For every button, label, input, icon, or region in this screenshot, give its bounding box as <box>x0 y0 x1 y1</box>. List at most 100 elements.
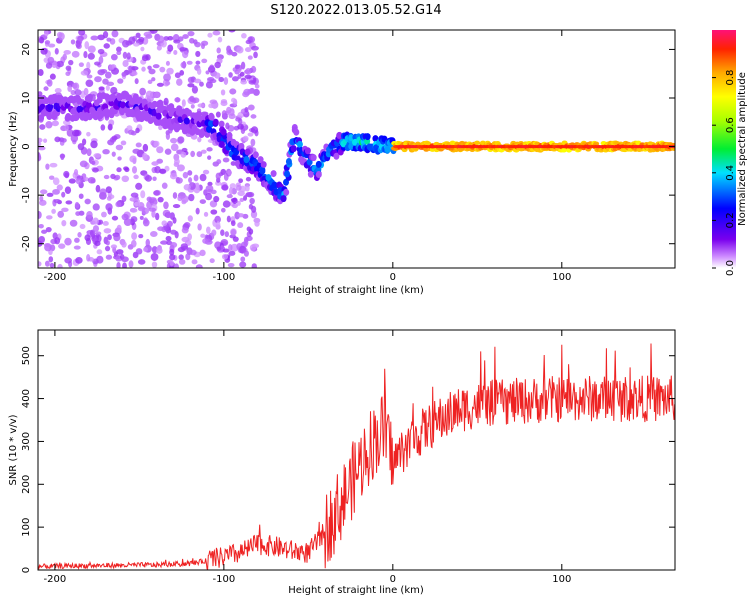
heatmap-cell <box>116 167 122 173</box>
heatmap-cell <box>43 30 49 37</box>
heatmap-cell <box>560 148 567 153</box>
heatmap-cell <box>45 163 50 170</box>
snr-frame <box>37 329 676 571</box>
heatmap-cell <box>86 254 91 262</box>
heatmap-cell <box>111 30 119 38</box>
heatmap-cell <box>170 137 178 144</box>
heatmap-cell <box>161 182 168 189</box>
heatmap-cell <box>307 170 314 178</box>
heatmap-cell <box>105 203 113 211</box>
heatmap-cell <box>251 263 257 268</box>
heatmap-cell <box>182 34 189 39</box>
heatmap-cell <box>239 71 245 77</box>
heatmap-cell <box>271 181 278 189</box>
heatmap-cell <box>188 193 195 202</box>
heatmap-cell <box>86 148 92 157</box>
heatmap-cell <box>187 83 195 88</box>
heatmap-cell <box>240 256 246 262</box>
heatmap-cell <box>181 227 189 234</box>
heatmap-cell <box>181 199 187 205</box>
heatmap-cell <box>252 151 259 159</box>
heatmap-cell <box>94 240 101 247</box>
heatmap-cell <box>250 65 257 73</box>
heatmap-cell <box>78 30 86 36</box>
heatmap-cell <box>102 148 110 155</box>
heatmap-cell <box>244 106 249 113</box>
heatmap-cell <box>134 78 139 85</box>
heatmap-cell <box>107 234 112 241</box>
heatmap-cell <box>205 81 213 89</box>
y-tick-label: 20 <box>21 43 32 56</box>
heatmap-cell <box>121 71 127 77</box>
heatmap-cell <box>85 79 94 87</box>
snr-panel: -200 -100 0 100 0 100 200 300 400 500 Height of s… <box>8 329 676 596</box>
heatmap-cell <box>45 226 52 233</box>
heatmap-cell <box>229 88 237 95</box>
heatmap-cell <box>285 157 292 165</box>
heatmap-cell <box>246 226 252 232</box>
heatmap-cell <box>247 55 253 60</box>
heatmap-cell <box>247 88 256 95</box>
heatmap-cell <box>242 135 249 142</box>
heatmap-cell <box>64 124 69 132</box>
heatmap-cell <box>84 41 90 50</box>
heatmap-cell <box>257 156 264 164</box>
heatmap-cell <box>178 259 186 265</box>
heatmap-cell <box>231 197 238 205</box>
heatmap-cell <box>101 211 107 218</box>
heatmap-cell <box>220 128 227 136</box>
heatmap-cell <box>151 161 159 166</box>
heatmap-cell <box>109 64 115 70</box>
heatmap-cell <box>185 253 191 261</box>
heatmap-cell <box>211 229 217 236</box>
heatmap-cell <box>189 249 197 256</box>
heatmap-cell <box>106 196 112 201</box>
heatmap-cell <box>129 197 137 202</box>
heatmap-cell <box>45 120 53 129</box>
heatmap-cell <box>92 225 100 232</box>
heatmap-cell <box>74 237 80 243</box>
heatmap-cell <box>187 170 193 176</box>
heatmap-cell <box>86 131 91 137</box>
heatmap-cell <box>197 103 205 108</box>
heatmap-cell <box>212 30 221 36</box>
heatmap-cell <box>40 47 48 55</box>
heatmap-cell <box>205 226 211 234</box>
heatmap-cell <box>215 111 221 118</box>
heatmap-cell <box>151 261 158 268</box>
heatmap-cell <box>121 175 130 183</box>
heatmap-cell <box>214 215 221 224</box>
heatmap-cell <box>196 265 202 268</box>
heatmap-cell <box>128 36 136 45</box>
heatmap-cell <box>165 235 172 242</box>
heatmap-cell <box>183 117 190 125</box>
heatmap-cell <box>79 160 88 168</box>
heatmap-cell <box>238 178 244 184</box>
heatmap-cell <box>143 31 152 37</box>
heatmap-cell <box>160 240 168 245</box>
heatmap-cell <box>182 171 189 179</box>
heatmap-cell <box>151 210 156 218</box>
heatmap-cell <box>75 40 81 49</box>
heatmap-cell <box>117 78 124 84</box>
y-tick-label: 100 <box>21 518 32 537</box>
heatmap-cell <box>165 81 171 86</box>
heatmap-cell <box>74 94 81 102</box>
heatmap-cell <box>95 184 101 193</box>
heatmap-cell <box>38 91 43 97</box>
heatmap-cell <box>102 221 109 226</box>
heatmap-cell <box>92 167 99 173</box>
heatmap-cell <box>228 187 233 195</box>
heatmap-cell <box>168 103 175 111</box>
heatmap-cell <box>61 219 67 227</box>
heatmap-cell <box>90 140 98 149</box>
heatmap-cell <box>248 80 256 85</box>
heatmap-cell <box>250 45 259 51</box>
heatmap-cell <box>63 170 70 178</box>
heatmap-cell <box>64 257 73 264</box>
heatmap-cell <box>96 249 103 255</box>
heatmap-cell <box>47 43 56 48</box>
heatmap-cell <box>127 129 135 135</box>
heatmap-cell <box>244 74 252 79</box>
